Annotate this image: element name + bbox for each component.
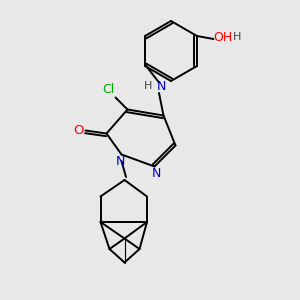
Text: N: N	[151, 167, 161, 180]
Text: OH: OH	[213, 31, 232, 44]
Text: N: N	[157, 80, 166, 93]
Text: O: O	[73, 124, 84, 137]
Text: Cl: Cl	[103, 82, 115, 96]
Text: N: N	[116, 154, 126, 168]
Text: H: H	[144, 81, 153, 92]
Text: H: H	[232, 32, 241, 43]
